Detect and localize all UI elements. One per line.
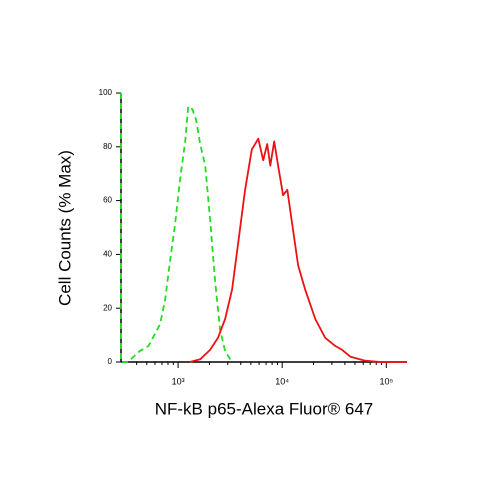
y-tick-label: 0	[108, 357, 113, 366]
x-axis-title: NF-kB p65-Alexa Fluor® 647	[155, 399, 374, 418]
y-tick-label: 80	[103, 142, 112, 151]
y-tick-label: 100	[99, 88, 113, 97]
y-tick-label: 20	[103, 303, 112, 312]
x-tick-label: 10³	[172, 376, 185, 386]
y-tick-label: 60	[103, 196, 112, 205]
y-axis-title: Cell Counts (% Max)	[55, 150, 74, 306]
histogram-line	[189, 137, 407, 363]
y-tick-label: 40	[103, 250, 112, 259]
histogram-line	[120, 93, 233, 363]
x-tick-label: 10⁴	[275, 376, 289, 386]
x-tick-label: 10⁵	[379, 376, 393, 386]
